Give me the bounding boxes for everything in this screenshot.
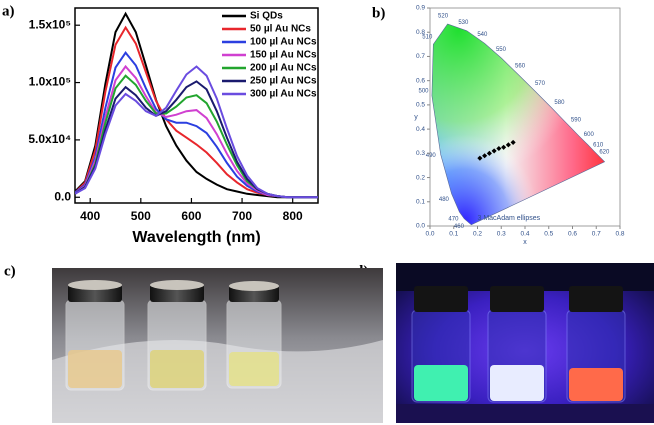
- series-line: [75, 51, 318, 199]
- legend-label: 300 µl Au NCs: [250, 89, 317, 100]
- wavelength-label: 550: [496, 47, 507, 53]
- plot-frame: [74, 7, 319, 204]
- photo-vials-uv: [396, 263, 654, 423]
- x-tick-label: 600: [181, 209, 201, 223]
- x-tick-label: 0.8: [615, 231, 624, 238]
- panel-label: c): [4, 263, 16, 279]
- series-group: [75, 11, 318, 199]
- y-tick-label: 0.0: [54, 189, 71, 203]
- legend-label: 100 µl Au NCs: [250, 37, 317, 48]
- scatter-point: [496, 145, 502, 152]
- y-tick-label: 0.5: [416, 102, 425, 109]
- y-tick-label: 5.0x10⁴: [28, 132, 71, 146]
- legend-label: 50 µl Au NCs: [250, 24, 311, 35]
- y-tick-label: 0.1: [416, 198, 425, 205]
- y-tick-label: 0.0: [416, 223, 425, 230]
- x-tick-label: 800: [283, 209, 303, 223]
- wavelength-label: 620: [599, 150, 610, 156]
- wavelength-label: 460: [454, 224, 465, 230]
- scatter-point: [505, 142, 511, 148]
- y-tick-label: 0.7: [416, 53, 425, 60]
- legend-label: 200 µl Au NCs: [250, 63, 317, 74]
- wavelength-label: 530: [458, 20, 469, 26]
- legend-label: 150 µl Au NCs: [250, 50, 317, 61]
- x-axis-title: Wavelength (nm): [132, 229, 260, 246]
- x-tick-label: 0.2: [473, 231, 482, 238]
- legend-label: Si QDs: [250, 11, 283, 22]
- wavelength-label: 490: [426, 153, 437, 159]
- y-axis-title: y: [414, 114, 418, 121]
- y-tick-label: 1.0x10⁵: [29, 75, 71, 89]
- scatter-point: [477, 155, 483, 161]
- wavelength-label: 480: [439, 197, 450, 203]
- y-tick-label: 0.6: [416, 77, 425, 84]
- y-tick-label: 0.3: [416, 150, 425, 157]
- wavelength-label: 500: [418, 88, 429, 94]
- x-tick-label: 0.3: [497, 231, 506, 238]
- x-tick-label: 700: [232, 209, 252, 223]
- y-tick-label: 0.4: [416, 126, 425, 133]
- x-tick-label: 0.7: [592, 231, 601, 238]
- legend-label: 250 µl Au NCs: [250, 76, 317, 87]
- wavelength-label: 600: [584, 132, 595, 138]
- annotation: 3 MacAdam ellipses: [478, 215, 541, 222]
- y-tick-label: 1.5x10⁵: [29, 17, 71, 31]
- x-axis-title: x: [523, 239, 527, 246]
- panel-label: b): [372, 5, 385, 21]
- scatter-point: [482, 153, 488, 159]
- photo-vials-daylight: [52, 268, 383, 423]
- spectral-locus: [431, 23, 606, 226]
- series-line: [75, 11, 318, 199]
- x-tick-label: 0.4: [520, 231, 529, 238]
- wavelength-label: 510: [422, 35, 433, 41]
- wavelength-label: 470: [448, 217, 459, 223]
- wavelength-label: 590: [571, 118, 582, 124]
- x-tick-label: 500: [131, 209, 151, 223]
- wavelength-label: 610: [593, 143, 604, 149]
- wavelength-label: 540: [477, 32, 488, 38]
- wavelength-label: 580: [554, 100, 565, 106]
- x-tick-label: 0.5: [544, 231, 553, 238]
- wavelength-label: 560: [515, 64, 526, 70]
- wavelength-label: 520: [438, 14, 449, 20]
- x-tick-label: 0.1: [449, 231, 458, 238]
- panel-label: a): [2, 3, 15, 19]
- wavelength-label: 570: [535, 81, 546, 87]
- x-tick-label: 400: [80, 209, 100, 223]
- x-tick-label: 0.6: [568, 231, 577, 238]
- y-tick-label: 0.8: [416, 29, 425, 36]
- series-line: [75, 65, 318, 199]
- scatter-point: [491, 148, 497, 154]
- y-tick-label: 0.9: [416, 5, 425, 12]
- x-tick-label: 0.0: [425, 231, 434, 238]
- y-tick-label: 0.2: [416, 174, 425, 181]
